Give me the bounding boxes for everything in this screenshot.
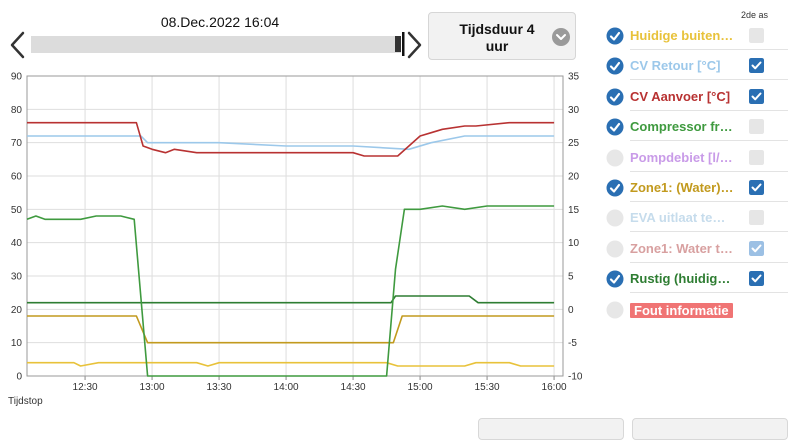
legend-divider (630, 170, 788, 172)
legend-divider (630, 231, 788, 233)
legend-item-label: Fout informatie (630, 302, 733, 318)
second-axis-checkbox-checked-icon[interactable] (749, 240, 764, 256)
y-right-tick-label: 10 (568, 238, 580, 249)
second-axis-checkbox-unchecked-icon[interactable] (749, 28, 764, 43)
second-axis-checkbox-checked-icon[interactable] (749, 58, 764, 74)
next-arrow-icon[interactable] (404, 30, 424, 60)
legend-item-label: Pompdebiet [l/min] (630, 149, 736, 165)
series-line-compressor-frequentie (26, 205, 555, 377)
duration-select[interactable]: Tijdsduur 4 uur (428, 12, 576, 60)
y-left-tick-label: 30 (11, 272, 23, 283)
unchecked-circle-icon[interactable] (606, 240, 624, 258)
y-right-tick-label: 35 (568, 72, 580, 83)
legend-divider (630, 79, 788, 81)
x-tick-label: 13:00 (140, 382, 165, 393)
legend-item-huidige-buitentemperatuur-c[interactable]: Huidige buitentemperatuur [°C] (604, 20, 800, 50)
legend-item-label: Zone1: Water temperatuur (630, 240, 736, 256)
legend-item-label: CV Aanvoer [°C] (630, 88, 731, 104)
checked-circle-icon[interactable] (606, 27, 624, 45)
second-axis-header: 2de as (741, 10, 769, 20)
y-left-tick-label: 0 (16, 372, 22, 383)
duration-label: Tijdsduur 4 uur (459, 21, 535, 54)
checked-circle-icon[interactable] (606, 270, 624, 288)
plot-area (27, 76, 563, 376)
legend-divider (630, 201, 788, 202)
legend-item-cv-retour-c[interactable]: CV Retour [°C] (604, 50, 800, 81)
legend-item-compressor-frequentie[interactable]: Compressor frequentie (604, 111, 800, 142)
timeline-slider[interactable] (31, 36, 401, 53)
legend-item-label: Huidige buitentemperatuur [°C] (630, 28, 736, 43)
second-axis-checkbox-checked-icon[interactable] (749, 180, 764, 195)
legend-item-label: Rustig (huidige modus) (630, 271, 736, 287)
line-chart: 0 10 20 30 40 50 60 70 80 90 -10 -5 0 5 10 15 20 25 30 35 12… (8, 72, 583, 408)
series-line-zone1-water-setpoint (27, 315, 555, 344)
series-legend: 2de as Huidige buitentemperatuur [°C] CV … (604, 0, 800, 340)
legend-item-rustig-huidige-modus[interactable]: Rustig (huidige modus) (604, 263, 800, 294)
chevron-down-icon[interactable] (552, 28, 570, 46)
y-right-tick-label: 30 (568, 105, 580, 116)
checked-circle-icon[interactable] (606, 88, 624, 106)
second-axis-checkbox-checked-icon[interactable] (749, 88, 764, 104)
series-line-rustig-huidige-modus (27, 295, 555, 304)
x-tick-label: 12:30 (73, 382, 98, 393)
previous-arrow-icon[interactable] (8, 30, 28, 60)
y-right-tick-label: 5 (568, 272, 574, 283)
y-left-tick-label: 10 (11, 338, 23, 349)
checked-circle-icon[interactable] (606, 179, 624, 197)
legend-item-cv-aanvoer-c[interactable]: CV Aanvoer [°C] (604, 81, 800, 111)
legend-item-fout-informatie[interactable]: Fout informatie (604, 294, 800, 324)
x-tick-label: 13:30 (207, 382, 232, 393)
legend-divider (630, 261, 788, 263)
y-right-tick-label: 15 (568, 205, 580, 216)
x-tick-label: 14:30 (341, 382, 366, 393)
y-left-tick-label: 50 (11, 205, 23, 216)
timeline-slider-handle[interactable] (395, 32, 405, 56)
legend-divider (630, 49, 788, 50)
x-tick-label: 15:00 (408, 382, 433, 393)
legend-item-zone1-water-setpoint[interactable]: Zone1: (Water) setpoint (604, 172, 800, 202)
legend-item-eva-uitlaat-temperatuur[interactable]: EVA uitlaat temperatuur (604, 202, 800, 233)
legend-item-label: Compressor frequentie (630, 119, 736, 135)
second-axis-checkbox-checked-icon[interactable] (749, 271, 764, 287)
unchecked-circle-icon[interactable] (606, 301, 624, 319)
series-line-cv-aanvoer-c (27, 121, 555, 157)
series-line-cv-retour-c (27, 135, 555, 151)
y-left-tick-label: 40 (11, 238, 23, 249)
y-right-tick-label: 0 (568, 305, 574, 316)
series-line-huidige-buitentemperatuur-c (27, 361, 555, 367)
second-axis-checkbox-unchecked-icon[interactable] (749, 119, 764, 135)
y-left-tick-label: 80 (11, 105, 23, 116)
y-left-tick-label: 70 (11, 138, 23, 149)
y-right-tick-label: -10 (568, 372, 583, 383)
x-axis-label: Tijdstop (8, 396, 43, 407)
second-axis-checkbox-unchecked-icon[interactable] (749, 210, 764, 226)
bottom-button-2[interactable] (632, 418, 788, 440)
legend-divider (630, 109, 788, 111)
legend-item-label: CV Retour [°C] (630, 58, 721, 74)
legend-item-label: EVA uitlaat temperatuur (630, 210, 736, 226)
y-right-tick-label: 20 (568, 172, 580, 183)
y-right-tick-label: 25 (568, 138, 580, 149)
y-left-tick-label: 90 (11, 72, 23, 83)
legend-divider (630, 140, 788, 142)
y-right-tick-label: -5 (568, 338, 577, 349)
legend-divider (630, 292, 788, 294)
y-left-tick-label: 60 (11, 172, 23, 183)
x-tick-label: 16:00 (542, 382, 567, 393)
second-axis-checkbox-unchecked-icon[interactable] (749, 149, 764, 165)
date-label: 08.Dec.2022 16:04 (160, 14, 280, 30)
legend-item-pompdebiet-l-min[interactable]: Pompdebiet [l/min] (604, 142, 800, 172)
legend-item-zone1-water-temperatuur[interactable]: Zone1: Water temperatuur (604, 233, 800, 263)
x-tick-label: 15:30 (475, 382, 500, 393)
checked-circle-icon[interactable] (606, 118, 624, 136)
unchecked-circle-icon[interactable] (606, 209, 624, 227)
y-left-tick-label: 20 (11, 305, 23, 316)
x-tick-label: 14:00 (274, 382, 299, 393)
unchecked-circle-icon[interactable] (606, 149, 624, 167)
legend-item-label: Zone1: (Water) setpoint (630, 180, 736, 195)
bottom-button-1[interactable] (478, 418, 624, 440)
checked-circle-icon[interactable] (606, 57, 624, 75)
